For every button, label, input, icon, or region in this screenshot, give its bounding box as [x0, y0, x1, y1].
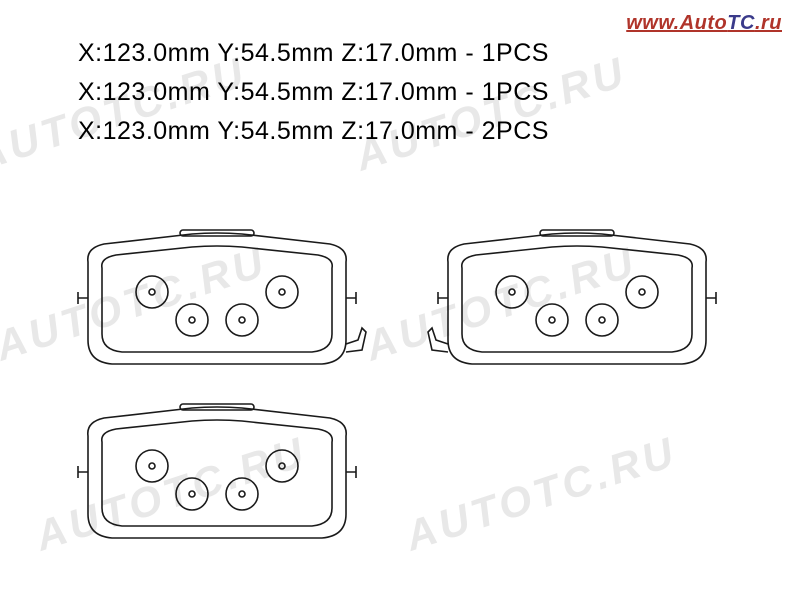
spec-z: 17.0mm	[365, 39, 458, 67]
spec-line: X:123.0mm Y:54.5mm Z:17.0mm - 1PCS	[78, 73, 549, 112]
url-tail: .ru	[755, 12, 782, 34]
spec-pcs: 1PCS	[482, 78, 549, 106]
spec-y: 54.5mm	[241, 78, 334, 106]
brake-pad-top-right	[422, 228, 732, 388]
brake-pad-top-left	[62, 228, 372, 388]
spec-pcs: 2PCS	[482, 117, 549, 145]
spec-x: 123.0mm	[103, 39, 211, 67]
brake-pad-diagram	[0, 200, 800, 600]
spec-line: X:123.0mm Y:54.5mm Z:17.0mm - 2PCS	[78, 112, 549, 151]
site-url: www.AutoTC.ru	[626, 12, 782, 35]
spec-y: 54.5mm	[241, 39, 334, 67]
brake-pad-bottom	[62, 402, 372, 562]
url-tc: TC	[727, 12, 755, 34]
spec-y: 54.5mm	[241, 117, 334, 145]
spec-z: 17.0mm	[365, 117, 458, 145]
spec-line: X:123.0mm Y:54.5mm Z:17.0mm - 1PCS	[78, 34, 549, 73]
spec-block: X:123.0mm Y:54.5mm Z:17.0mm - 1PCS X:123…	[78, 34, 549, 150]
spec-x: 123.0mm	[103, 117, 211, 145]
spec-pcs: 1PCS	[482, 39, 549, 67]
spec-z: 17.0mm	[365, 78, 458, 106]
spec-x: 123.0mm	[103, 78, 211, 106]
url-prefix: www.Auto	[626, 12, 727, 34]
